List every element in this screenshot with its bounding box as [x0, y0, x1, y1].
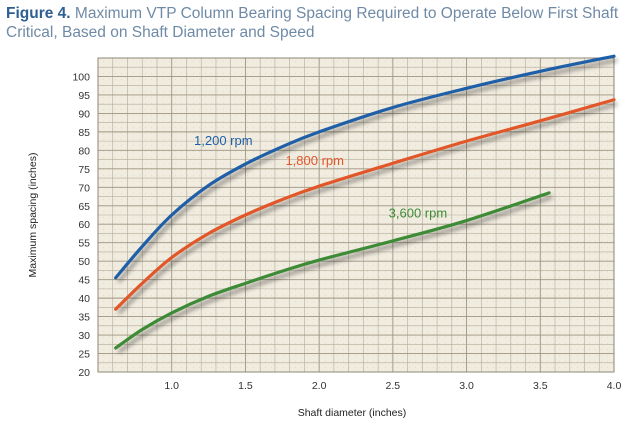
series-line: [114, 191, 551, 350]
y-tick-label: 35: [78, 312, 90, 324]
x-tick-labels: 1.0 1.5 2.0 2.5 3.0 3.5 4.0: [164, 380, 621, 392]
series-label: 1,800 rpm: [285, 153, 344, 168]
series-lines: [114, 54, 616, 350]
figure-title: Maximum VTP Column Bearing Spacing Requi…: [6, 5, 619, 41]
series-labels: 1,200 rpm 1,800 rpm 3,600 rpm: [194, 133, 447, 221]
series-shadows: [117, 58, 618, 354]
series-shadow: [117, 101, 618, 315]
x-tick-label: 1.5: [238, 380, 253, 392]
y-tick-label: 95: [78, 90, 90, 102]
y-tick-label: 40: [78, 293, 90, 305]
series-label: 1,200 rpm: [194, 133, 253, 148]
series-line: [114, 54, 616, 280]
series-shadow: [117, 58, 618, 284]
y-tick-label: 25: [78, 349, 90, 361]
x-axis-title: Shaft diameter (inches): [298, 407, 407, 419]
y-tick-label: 65: [78, 201, 90, 213]
y-tick-label: 60: [78, 219, 90, 231]
y-tick-label: 85: [78, 127, 90, 139]
x-tick-label: 4.0: [607, 380, 622, 392]
series-line: [114, 98, 616, 311]
y-tick-label: 20: [78, 367, 90, 379]
y-tick-label: 45: [78, 275, 90, 287]
series-shadow: [117, 194, 553, 354]
y-tick-label: 55: [78, 238, 90, 250]
y-tick-labels: 20 25 30 35 40 45 50 55 60 65 70 75 80 85 90 95 100: [72, 71, 90, 379]
y-tick-label: 70: [78, 182, 90, 194]
x-tick-label: 2.5: [386, 380, 401, 392]
x-tick-label: 2.0: [312, 380, 327, 392]
plot-frame: [97, 57, 615, 373]
figure-label: Figure 4.: [6, 5, 71, 22]
y-tick-label: 90: [78, 108, 90, 120]
y-tick-label: 100: [72, 71, 90, 83]
figure-caption: Figure 4. Maximum VTP Column Bearing Spa…: [6, 4, 626, 42]
x-tick-label: 3.5: [533, 380, 548, 392]
x-tick-label: 1.0: [164, 380, 179, 392]
y-tick-label: 50: [78, 256, 90, 268]
series-label: 3,600 rpm: [389, 206, 448, 221]
y-tick-label: 30: [78, 330, 90, 342]
y-axis-title: Maximum spacing (inches): [27, 153, 39, 278]
y-tick-label: 75: [78, 164, 90, 176]
x-tick-label: 3.0: [459, 380, 474, 392]
y-tick-label: 80: [78, 145, 90, 157]
